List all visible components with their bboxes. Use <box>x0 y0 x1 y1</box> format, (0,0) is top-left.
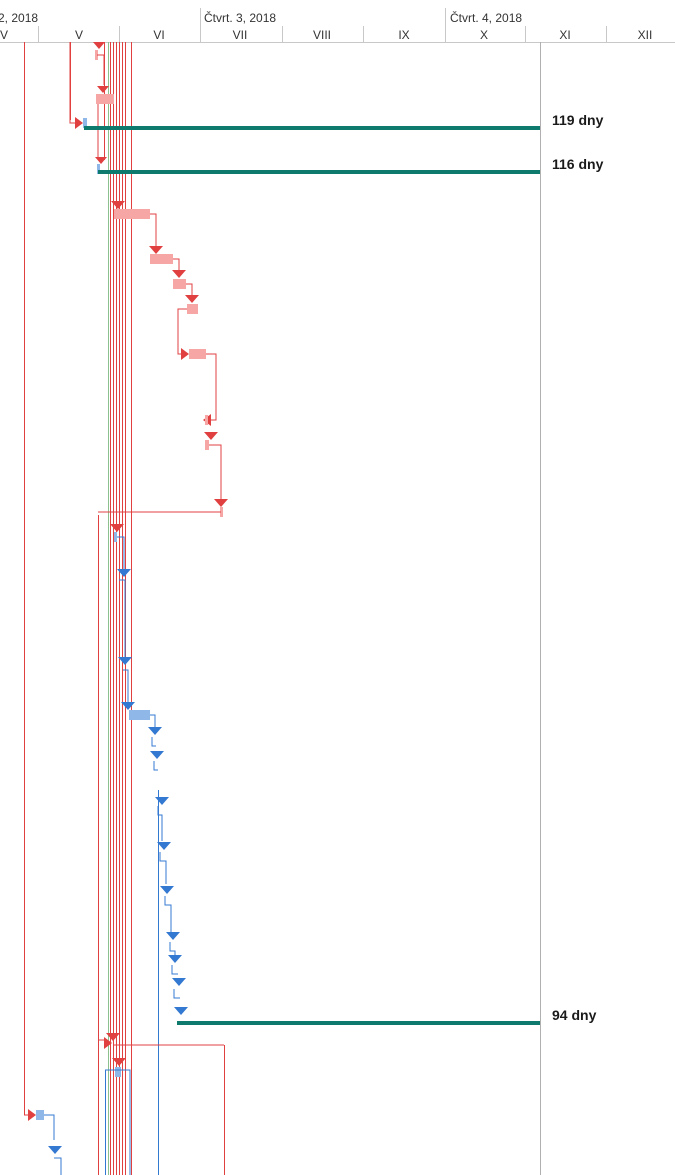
arrow-icon <box>214 499 228 507</box>
arrow-icon <box>48 1146 62 1154</box>
arrow-icon <box>174 1007 188 1015</box>
arrow-icon <box>172 978 186 986</box>
month-label: XII <box>637 28 653 42</box>
arrow-icon <box>95 157 107 164</box>
arrow-icon <box>97 86 109 93</box>
arrow-icon <box>150 751 164 759</box>
task-bar[interactable] <box>115 1067 121 1077</box>
duration-label: 94 dny <box>552 1007 597 1023</box>
task-bar[interactable] <box>114 209 150 219</box>
month-label: IX <box>398 28 410 42</box>
month-divider <box>38 26 39 42</box>
arrow-icon <box>155 797 169 805</box>
quarter-label-q3: Čtvrt. 3, 2018 <box>204 11 277 25</box>
task-bar[interactable] <box>96 94 114 104</box>
month-label: VII <box>232 28 248 42</box>
task-bar[interactable] <box>150 254 173 264</box>
arrow-icon <box>110 524 124 532</box>
arrow-icon <box>121 702 135 710</box>
arrow-icon <box>111 201 125 209</box>
task-bar[interactable] <box>36 1110 44 1120</box>
quarter-divider <box>200 8 201 26</box>
duration-label: 119 dny <box>552 112 604 128</box>
quarter-label-q2: 2, 2018 <box>0 11 39 25</box>
arrow-icon <box>148 727 162 735</box>
duration-label: 116 dny <box>552 156 604 172</box>
task-bar[interactable] <box>97 164 100 174</box>
arrow-icon <box>117 569 131 577</box>
summary-bars <box>84 126 540 1025</box>
month-label: V <box>0 28 9 42</box>
arrow-icon <box>112 1058 126 1066</box>
task-bar[interactable] <box>205 415 208 425</box>
noncritical-tasks <box>36 532 188 1175</box>
month-divider <box>525 26 526 42</box>
month-divider <box>445 26 446 42</box>
task-bar[interactable] <box>95 50 98 60</box>
quarter-label-q4: Čtvrt. 4, 2018 <box>450 11 523 25</box>
arrow-icon <box>104 1037 112 1049</box>
month-label: VIII <box>312 28 331 42</box>
month-label: VI <box>153 28 165 42</box>
quarter-divider <box>445 8 446 26</box>
milestone-start[interactable] <box>83 118 87 128</box>
arrow-icon <box>185 295 199 303</box>
month-label: X <box>479 28 488 42</box>
task-bar[interactable] <box>129 710 150 720</box>
arrow-icon <box>181 348 189 360</box>
arrow-icon <box>172 270 186 278</box>
task-bar[interactable] <box>220 507 223 517</box>
task-bar[interactable] <box>205 440 209 450</box>
arrow-icon <box>28 1109 36 1121</box>
timescale-header: 2, 2018 Čtvrt. 3, 2018 Čtvrt. 4, 2018 V … <box>0 0 675 43</box>
critical-tasks <box>24 42 228 1121</box>
arrow-icon <box>106 1033 120 1041</box>
month-divider <box>119 26 120 42</box>
arrow-icon <box>168 955 182 963</box>
month-divider <box>282 26 283 42</box>
dependency-lines-vertical <box>24 42 225 1175</box>
month-label: XI <box>559 28 571 42</box>
month-divider <box>606 26 607 42</box>
task-bar[interactable] <box>114 532 117 542</box>
arrow-icon <box>149 246 163 254</box>
month-divider <box>200 26 201 42</box>
arrow-icon <box>160 886 174 894</box>
task-bar[interactable] <box>173 279 186 289</box>
arrow-icon <box>93 42 105 49</box>
arrow-icon <box>157 842 171 850</box>
month-divider <box>363 26 364 42</box>
arrow-icon <box>75 117 83 129</box>
arrow-icon <box>204 432 218 440</box>
arrow-icon <box>166 932 180 940</box>
arrow-icon <box>118 657 132 665</box>
task-bar[interactable] <box>187 304 198 314</box>
month-label: V <box>74 28 83 42</box>
task-bar[interactable] <box>189 349 206 359</box>
